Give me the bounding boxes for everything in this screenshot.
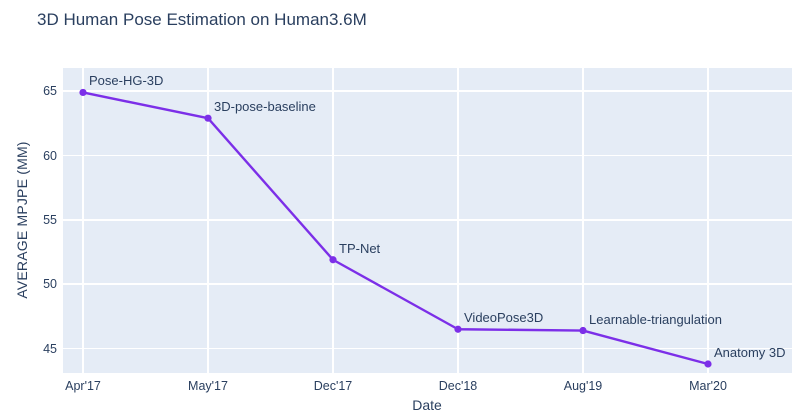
data-point[interactable] (204, 114, 212, 122)
x-tick-label: Aug'19 (563, 379, 603, 393)
gridline-vertical (207, 68, 209, 373)
gridline-vertical (457, 68, 459, 373)
point-label: Pose-HG-3D (89, 73, 164, 89)
point-label: 3D-pose-baseline (214, 99, 316, 115)
x-tick-label: Mar'20 (689, 379, 727, 393)
point-label: TP-Net (339, 240, 381, 256)
series-line (81, 91, 710, 366)
gridline-horizontal (63, 283, 792, 285)
point-label: VideoPose3D (464, 310, 544, 326)
data-point[interactable] (704, 360, 712, 368)
point-label: Learnable-triangulation (589, 311, 722, 327)
plot-area[interactable]: Pose-HG-3D 3D-pose-baseline TP-Net VideoPos… (63, 68, 792, 373)
x-tick-label: Dec'18 (438, 379, 478, 393)
y-tick-label: 45 (43, 341, 57, 356)
gridline-horizontal (63, 154, 792, 157)
x-tick-label: Apr'17 (65, 379, 101, 393)
gridline-vertical (332, 68, 334, 373)
chart-title: 3D Human Pose Estimation on Human3.6M (37, 10, 367, 29)
data-point[interactable] (79, 88, 87, 97)
gridline-horizontal (63, 90, 792, 92)
y-tick-label: 55 (43, 212, 57, 227)
x-tick-label: Dec'17 (313, 379, 353, 393)
data-point[interactable] (579, 326, 587, 335)
gridline-vertical (82, 68, 84, 373)
line-series (79, 88, 712, 368)
x-axis-title: Date (412, 397, 442, 413)
x-tick-label: May'17 (188, 379, 228, 393)
gridline-horizontal (63, 219, 792, 221)
y-tick-label: 60 (43, 148, 57, 163)
data-point[interactable] (454, 325, 462, 333)
gridline-vertical (707, 68, 709, 373)
point-label: Anatomy 3D (714, 344, 786, 360)
data-point[interactable] (329, 256, 337, 264)
y-tick-label: 50 (43, 277, 57, 292)
gridline-horizontal (63, 347, 792, 350)
y-tick-label: 65 (43, 84, 57, 99)
gridline-vertical (582, 68, 584, 373)
